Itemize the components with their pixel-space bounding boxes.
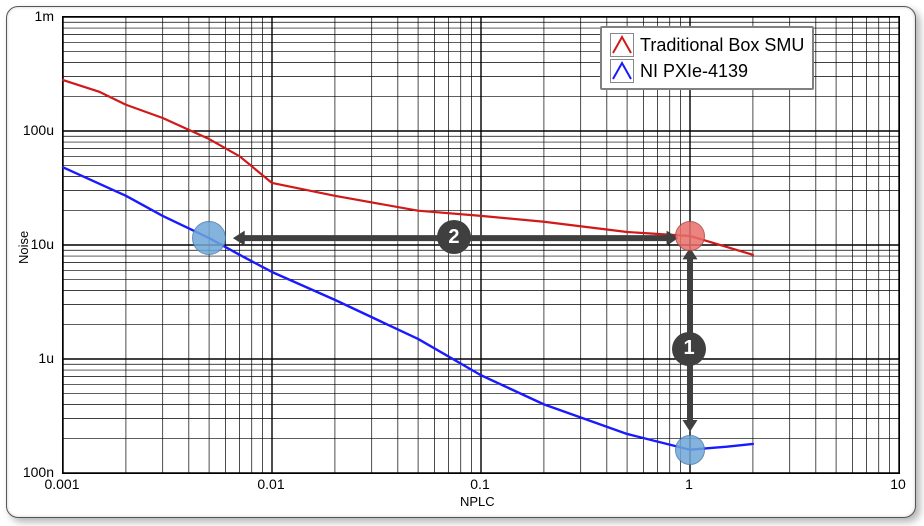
legend-item-0: Traditional Box SMU [610,32,804,58]
legend-label: NI PXIe-4139 [640,61,748,82]
x-tick-label: 10 [878,476,918,492]
annotation-marker-0 [675,221,705,251]
y-tick-label: 1m [10,8,54,24]
annotation-marker-2 [192,221,226,255]
legend-label: Traditional Box SMU [640,35,804,56]
legend-item-1: NI PXIe-4139 [610,58,804,84]
x-tick-label: 1 [669,476,709,492]
y-tick-label: 1u [10,350,54,366]
legend-swatch-icon [610,59,634,83]
y-tick-label: 100u [10,122,54,138]
series-line-0 [63,80,753,255]
legend-swatch-icon [610,33,634,57]
callout-badge-1: 1 [672,332,706,366]
x-tick-label: 0.1 [460,476,500,492]
y-tick-label: 100n [10,464,54,480]
callout-badge-2: 2 [437,220,471,254]
legend: Traditional Box SMU NI PXIe-4139 [600,26,814,90]
x-tick-label: 0.01 [251,476,291,492]
y-tick-label: 10u [10,236,54,252]
annotation-marker-1 [675,435,705,465]
x-axis-label: NPLC [460,494,495,509]
